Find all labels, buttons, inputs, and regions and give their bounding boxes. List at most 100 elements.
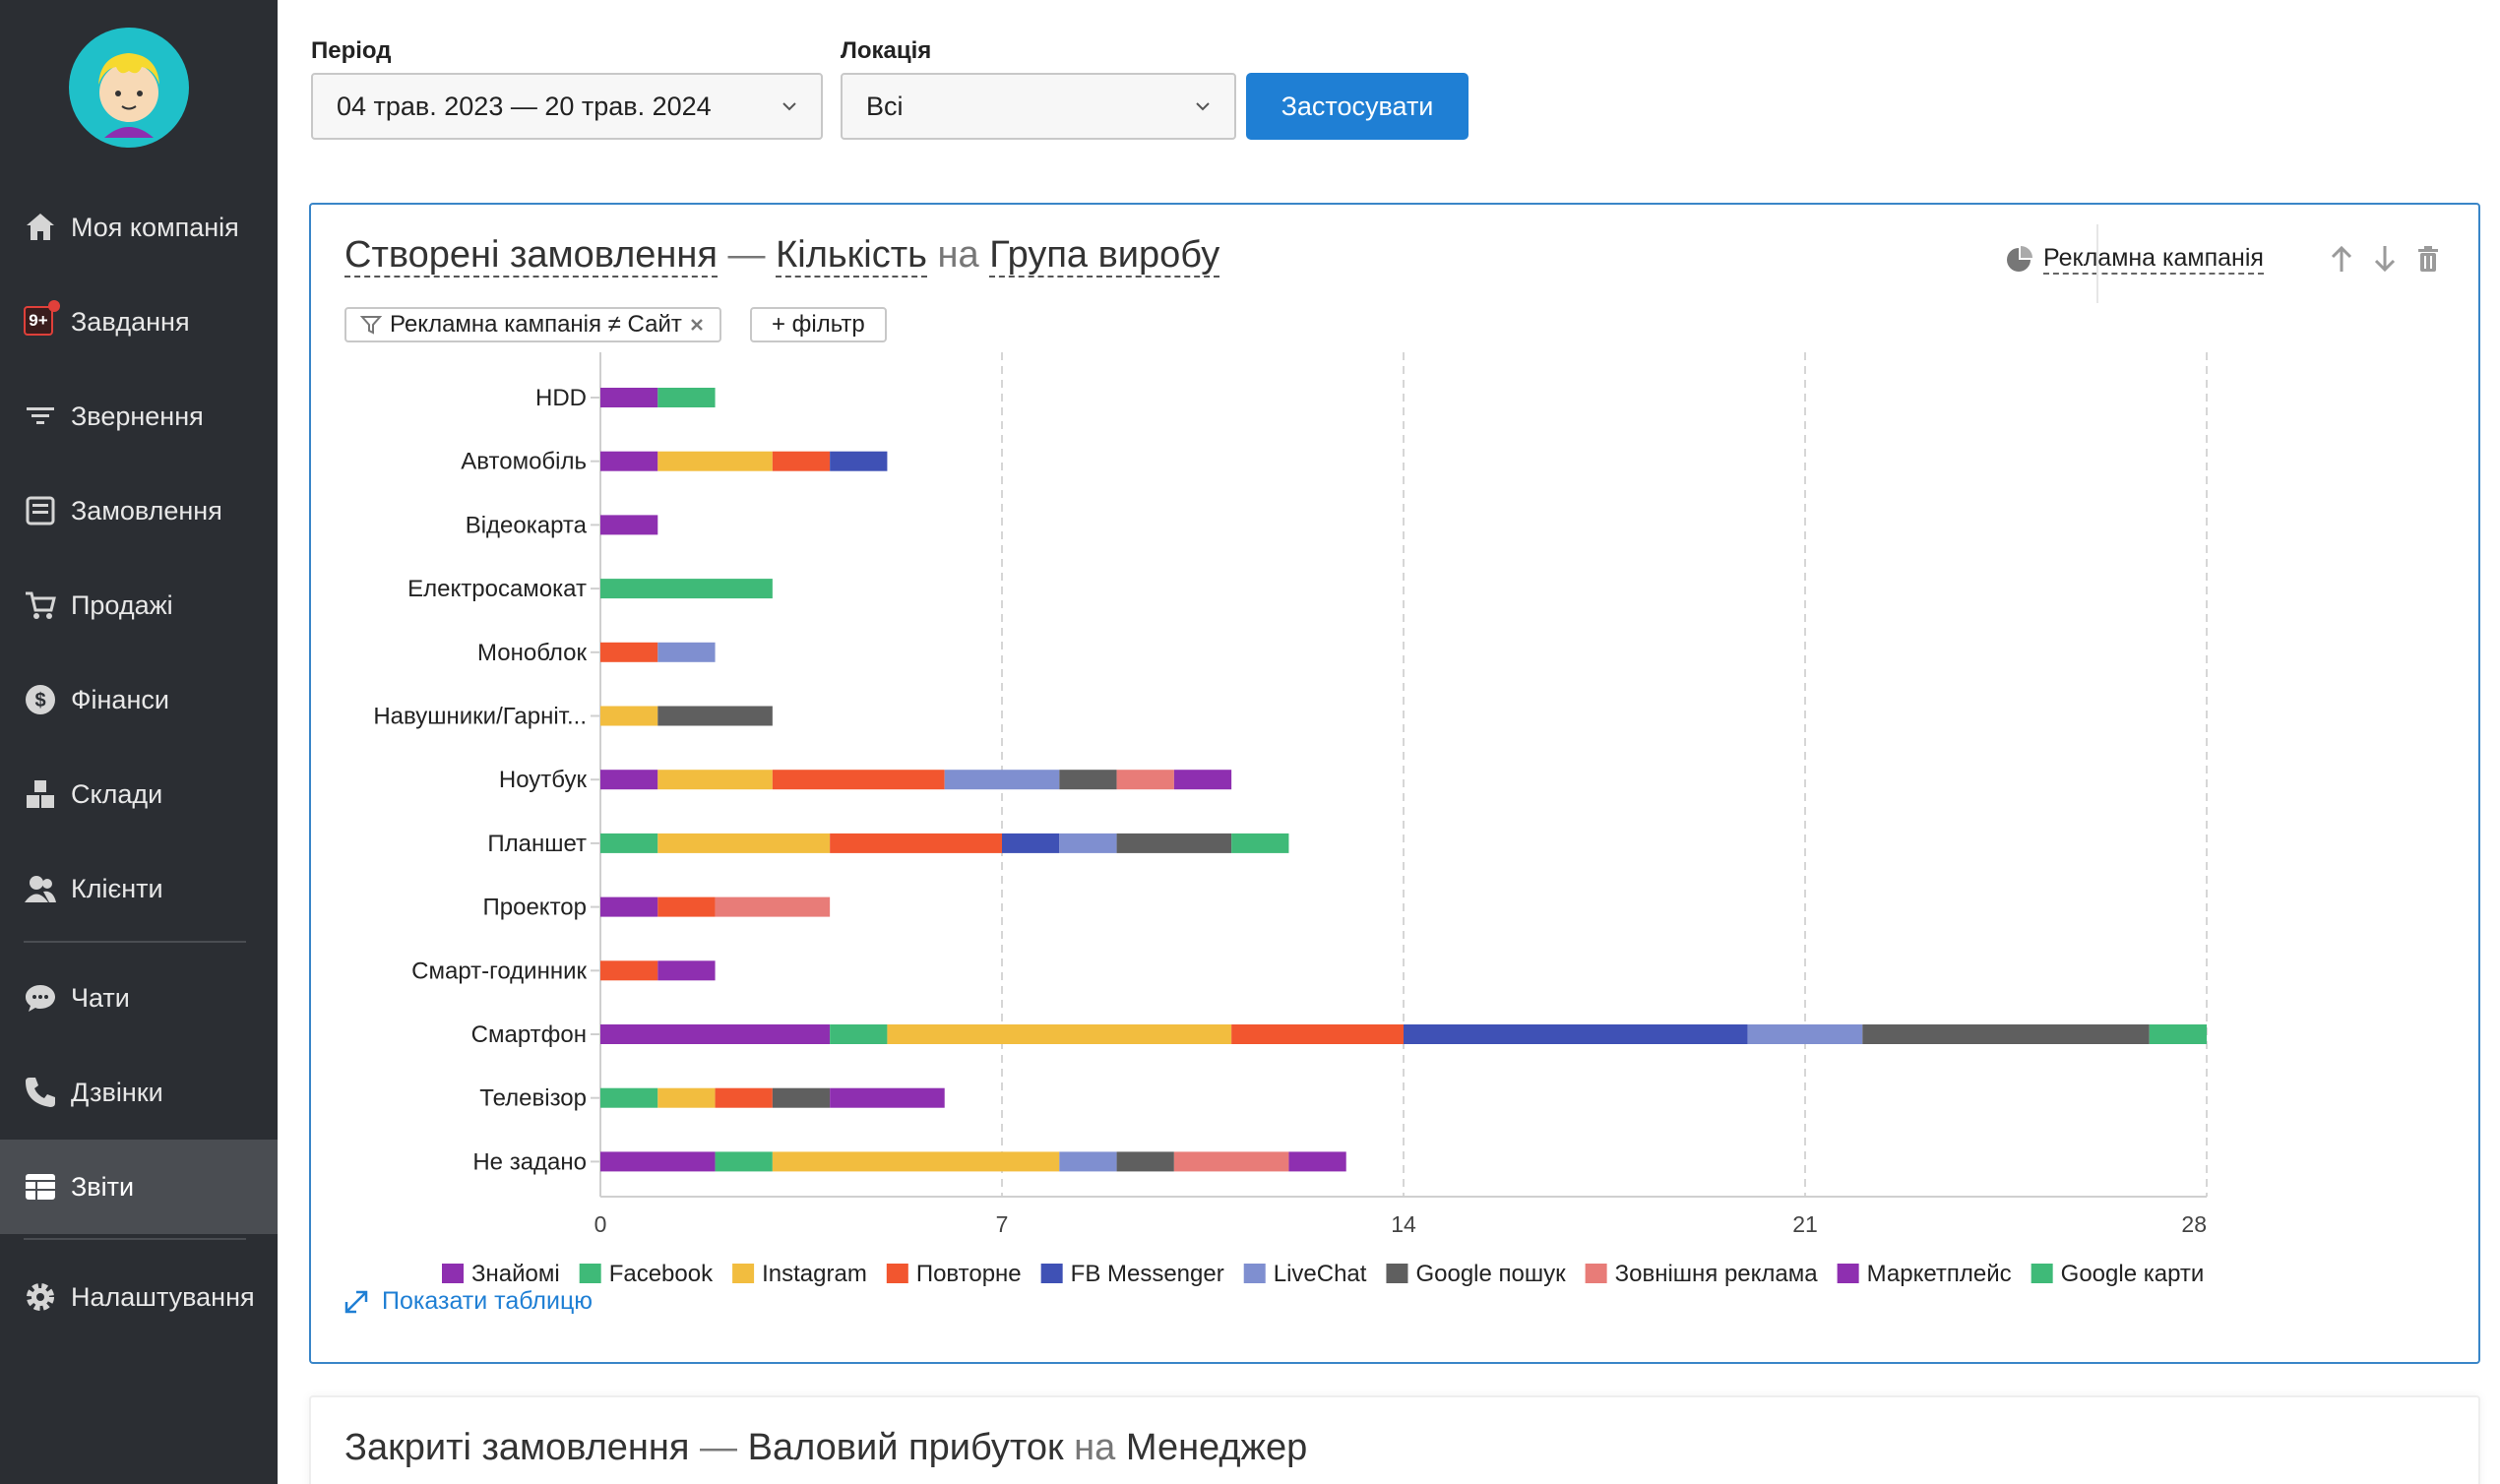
- bar-segment: [600, 1151, 716, 1172]
- report2-title-on: на: [1074, 1427, 1116, 1468]
- bar-segment: [600, 1087, 658, 1108]
- bar-segment: [772, 770, 945, 790]
- sidebar-item-cart[interactable]: Продажі: [0, 558, 278, 652]
- legend-swatch: [2031, 1264, 2053, 1283]
- legend-label: FB Messenger: [1071, 1261, 1224, 1287]
- group-by-label: Рекламна кампанія: [2043, 244, 2264, 275]
- sidebar-item-dollar[interactable]: $ Фінанси: [0, 652, 278, 747]
- filter-chip-label: Рекламна кампанія ≠ Сайт: [390, 311, 682, 338]
- legend-label: LiveChat: [1274, 1261, 1367, 1287]
- sidebar-item-phone[interactable]: Дзвінки: [0, 1045, 278, 1140]
- legend-label: Повторне: [916, 1261, 1022, 1287]
- location-value: Всі: [866, 91, 904, 121]
- bar-segment: [1002, 833, 1060, 853]
- report2-dimension[interactable]: Менеджер: [1125, 1427, 1308, 1468]
- bar-segment: [657, 897, 716, 917]
- x-tick-label: 28: [2181, 1211, 2207, 1237]
- group-by-selector[interactable]: Рекламна кампанія: [2004, 244, 2264, 275]
- location-label: Локація: [841, 37, 932, 64]
- x-tick-label: 21: [1792, 1211, 1818, 1237]
- bar-segment: [1404, 1024, 1748, 1044]
- sidebar-item-warehouse[interactable]: Склади: [0, 747, 278, 841]
- category-label: HDD: [535, 385, 587, 411]
- bar-segment: [600, 1024, 831, 1044]
- sidebar-divider: [24, 1238, 246, 1240]
- sidebar-item-gear[interactable]: Налаштування: [0, 1250, 278, 1344]
- sidebar-item-label: Продажі: [71, 589, 173, 620]
- report-dimension-selector[interactable]: Група виробу: [989, 234, 1220, 278]
- legend-label: Google карти: [2061, 1261, 2205, 1287]
- bar-segment: [1173, 770, 1232, 790]
- sidebar-item-chat[interactable]: Чати: [0, 951, 278, 1045]
- bar-segment: [600, 833, 658, 853]
- expand-icon: [344, 1290, 368, 1313]
- gear-icon: [24, 1280, 57, 1314]
- period-select[interactable]: 04 трав. 2023 — 20 трав. 2024: [311, 73, 823, 140]
- filter-icon: [360, 316, 382, 335]
- sidebar-item-tasks[interactable]: Завдання: [0, 275, 278, 369]
- bar-segment: [600, 388, 658, 407]
- bar-segment: [715, 1151, 773, 1172]
- bar-segment: [1059, 1151, 1117, 1172]
- pie-chart-icon: [2007, 245, 2032, 272]
- bar-segment: [600, 960, 658, 981]
- card-actions: [2329, 244, 2441, 274]
- bar-segment: [1059, 833, 1117, 853]
- report-measure-selector[interactable]: Кількість: [776, 234, 927, 278]
- category-label: Проектор: [483, 895, 587, 921]
- report-source-selector[interactable]: Створені замовлення: [344, 234, 718, 278]
- chat-icon: [24, 981, 57, 1015]
- legend-swatch: [1837, 1264, 1859, 1283]
- sidebar-item-reports[interactable]: Звіти: [0, 1140, 278, 1234]
- x-tick-label: 0: [594, 1211, 607, 1237]
- bar-segment: [830, 451, 888, 471]
- legend-swatch: [442, 1264, 464, 1283]
- bar-segment: [657, 388, 716, 407]
- report2-title: Закриті замовлення — Валовий прибуток на…: [344, 1427, 1307, 1469]
- report-card: Створені замовлення — Кількість на Група…: [309, 203, 2480, 1364]
- report2-measure[interactable]: Валовий прибуток: [747, 1427, 1064, 1468]
- legend-swatch: [1386, 1264, 1408, 1283]
- bar-segment: [657, 960, 716, 981]
- phone-icon: [24, 1076, 57, 1109]
- sidebar-item-funnel[interactable]: Звернення: [0, 369, 278, 464]
- sidebar-item-label: Налаштування: [71, 1281, 255, 1312]
- filter-chip[interactable]: Рекламна кампанія ≠ Сайт: [344, 307, 721, 342]
- category-label: Смартфон: [471, 1021, 587, 1048]
- sidebar-item-users[interactable]: Клієнти: [0, 841, 278, 936]
- category-label: Навушники/Гарніт...: [373, 704, 587, 730]
- location-select[interactable]: Всі: [841, 73, 1236, 140]
- legend-label: Зовнішня реклама: [1615, 1261, 1819, 1287]
- move-down-icon[interactable]: [2372, 244, 2398, 274]
- delete-icon[interactable]: [2415, 244, 2441, 274]
- apply-button[interactable]: Застосувати: [1246, 73, 1469, 140]
- sidebar-item-orders[interactable]: Замовлення: [0, 464, 278, 558]
- sidebar-item-label: Клієнти: [71, 873, 163, 903]
- legend-label: Маркетплейс: [1867, 1261, 2012, 1287]
- bar-segment: [600, 770, 658, 790]
- bar-segment: [657, 833, 831, 853]
- move-up-icon[interactable]: [2329, 244, 2354, 274]
- chevron-down-icon: [782, 102, 796, 111]
- avatar[interactable]: [69, 28, 189, 148]
- bar-segment: [830, 1087, 945, 1108]
- sidebar: [0, 0, 278, 1484]
- sidebar-item-label: Фінанси: [71, 684, 169, 714]
- legend-swatch: [1243, 1264, 1266, 1283]
- legend-label: Instagram: [762, 1261, 867, 1287]
- legend-label: Знайомі: [471, 1261, 560, 1287]
- close-icon[interactable]: [688, 316, 706, 334]
- stacked-bar-chart: 0 7 14 21 28 HDD Автомобіль Відеокарта Електроса…: [373, 352, 2208, 1287]
- bar-segment: [715, 897, 831, 917]
- sidebar-item-home[interactable]: Моя компанія: [0, 180, 278, 275]
- add-filter-button[interactable]: + фільтр: [750, 307, 887, 342]
- report2-source[interactable]: Закриті замовлення: [344, 1427, 690, 1468]
- title-on: на: [937, 234, 979, 276]
- report-card-2: Закриті замовлення — Валовий прибуток на…: [309, 1395, 2480, 1484]
- bar-segment: [887, 1024, 1232, 1044]
- bar-segment: [772, 1151, 1060, 1172]
- category-label: Не задано: [472, 1148, 587, 1175]
- svg-text:$: $: [34, 690, 45, 711]
- show-table-link[interactable]: Показати таблицю: [343, 1287, 593, 1316]
- bar-segment: [600, 515, 658, 535]
